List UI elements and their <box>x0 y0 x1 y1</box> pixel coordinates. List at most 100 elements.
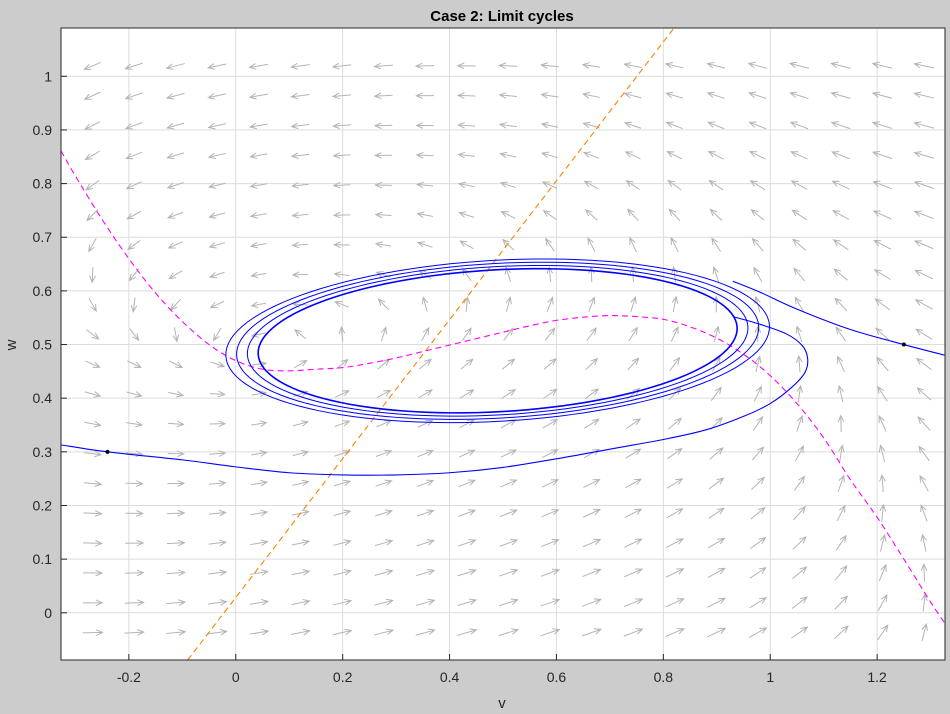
vector-arrow <box>333 569 353 576</box>
vector-arrow <box>126 239 141 251</box>
vector-arrow <box>374 211 392 219</box>
vector-arrow <box>581 62 601 69</box>
vector-arrow <box>373 92 393 100</box>
vector-arrow <box>457 539 477 547</box>
vector-arrow <box>294 329 307 340</box>
vector-arrow <box>920 533 927 552</box>
vector-arrow <box>871 121 893 129</box>
vector-arrow <box>166 122 185 130</box>
vector-arrow <box>166 599 187 606</box>
vector-arrow <box>417 449 434 458</box>
vector-arrow <box>125 480 144 487</box>
y-tick-labels: 0 0.1 0.2 0.3 0.4 0.5 0.6 0.7 0.8 0.9 1 <box>33 68 67 621</box>
y-tick-label: 0.7 <box>33 229 53 245</box>
y-axis-label: w <box>3 339 20 351</box>
vector-arrow <box>125 510 145 517</box>
vector-arrow <box>208 569 228 576</box>
vector-arrow <box>541 509 560 518</box>
vector-arrow <box>207 122 227 130</box>
vector-arrow <box>630 295 637 313</box>
vector-arrow <box>373 122 393 129</box>
vector-arrow <box>913 121 934 129</box>
vector-arrow <box>374 539 394 547</box>
vector-arrow <box>541 479 560 488</box>
vector-arrow <box>499 568 519 577</box>
vector-arrow <box>333 509 352 517</box>
vector-arrow <box>167 420 185 428</box>
vector-arrow <box>832 210 850 220</box>
vector-arrow <box>914 299 933 310</box>
vector-arrow <box>498 62 518 70</box>
vector-arrow <box>85 360 101 368</box>
vector-arrow <box>625 418 642 430</box>
vector-arrow <box>124 599 145 606</box>
vector-arrow <box>249 212 267 219</box>
vector-arrow <box>750 506 766 520</box>
vector-arrow <box>125 450 144 458</box>
vector-arrow <box>581 628 603 637</box>
vector-arrow <box>166 152 185 160</box>
vector-arrow <box>207 93 227 100</box>
vector-arrow <box>380 326 388 342</box>
vector-arrow <box>915 357 932 371</box>
vector-arrow <box>749 180 766 191</box>
vector-arrow <box>791 626 809 639</box>
vector-arrow <box>166 182 184 189</box>
axes-box <box>60 27 946 661</box>
vector-arrow <box>500 449 518 458</box>
vector-arrow <box>209 480 227 487</box>
vector-arrow <box>871 91 893 99</box>
vector-arrow <box>794 475 806 491</box>
vector-arrow <box>628 326 638 342</box>
vector-arrow <box>707 150 724 160</box>
vector-arrow <box>375 509 394 517</box>
vector-arrow <box>582 509 601 518</box>
vector-arrow <box>542 209 557 220</box>
vector-arrow <box>82 629 104 636</box>
vector-arrow <box>748 121 767 130</box>
vector-arrow <box>334 390 350 398</box>
vector-arrow <box>875 327 890 341</box>
vector-arrow <box>748 91 767 99</box>
y-tick-label: 0.6 <box>33 283 53 299</box>
vector-arrow <box>249 599 270 606</box>
vector-arrow <box>85 180 100 191</box>
x-tick-label: 0 <box>232 669 240 685</box>
vector-arrow <box>502 358 516 370</box>
vector-arrow <box>671 295 679 313</box>
vector-arrow <box>415 598 436 606</box>
vector-arrow <box>623 598 644 608</box>
vector-arrow <box>835 534 847 551</box>
vector-arrow <box>748 627 768 638</box>
vector-arrow <box>332 181 351 189</box>
vector-arrow <box>458 211 475 218</box>
vector-arrow <box>879 473 886 492</box>
vector-arrow <box>830 121 851 130</box>
vector-arrow <box>167 480 186 487</box>
vector-arrow <box>251 420 268 427</box>
vector-arrow <box>332 211 351 219</box>
vector-arrow <box>583 478 601 488</box>
x-tick-label: 1 <box>766 669 774 685</box>
x-tick-label: -0.2 <box>117 669 141 685</box>
vector-arrow <box>291 211 309 219</box>
x-tick-label: 1.2 <box>867 669 887 685</box>
vector-arrow <box>249 569 269 576</box>
vector-arrow <box>539 62 559 69</box>
vector-arrow <box>207 182 226 189</box>
vector-arrow <box>249 241 267 249</box>
vector-arrow <box>172 327 180 343</box>
vector-arrow <box>124 122 143 130</box>
vector-arrow <box>624 538 643 548</box>
vector-arrow <box>415 122 434 129</box>
vector-arrow <box>373 62 393 70</box>
vector-arrow <box>208 599 228 606</box>
vector-arrow <box>792 238 807 251</box>
vector-arrow <box>332 122 351 130</box>
y-tick-label: 0.5 <box>33 337 53 353</box>
vector-arrow <box>627 357 640 371</box>
vector-arrow <box>456 62 476 70</box>
vector-arrow <box>333 241 350 249</box>
vector-arrow <box>458 509 477 517</box>
vector-arrow <box>796 384 803 403</box>
